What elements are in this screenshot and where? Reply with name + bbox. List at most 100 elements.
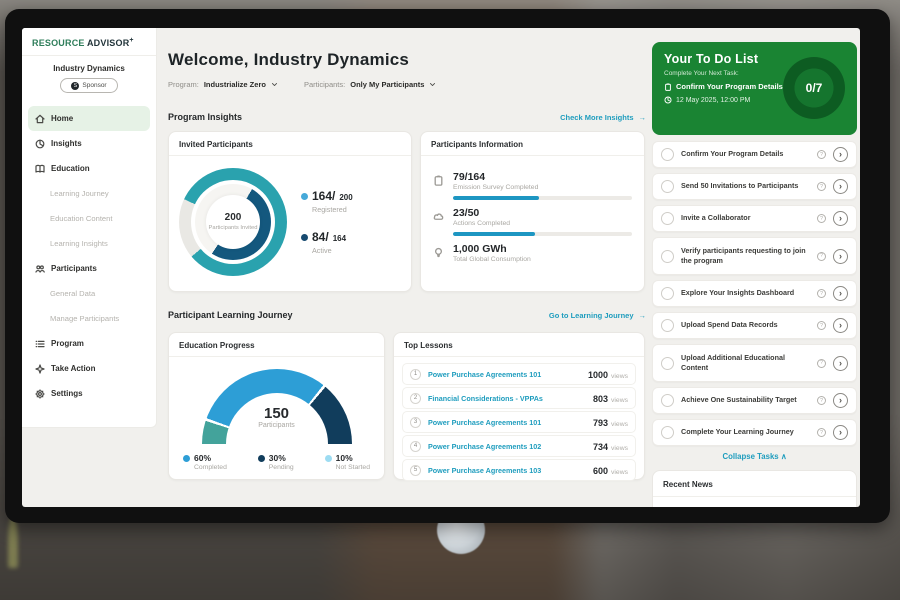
gauge-label: Participants <box>258 422 295 429</box>
stat-label: Actions Completed <box>453 220 511 227</box>
todo-item[interactable]: Achieve One Sustainability Target ? › <box>652 387 857 414</box>
section-title: Program Insights <box>168 112 243 122</box>
todo-item[interactable]: Send 50 Invitations to Participants ? › <box>652 173 857 200</box>
lesson-row: 3 Power Purchase Agreements 101 793 views <box>402 411 636 433</box>
chevron-right-button[interactable]: › <box>833 393 848 408</box>
collapse-tasks-link[interactable]: Collapse Tasks ∧ <box>652 452 857 461</box>
participants-select[interactable]: Participants: Only My Participants <box>304 80 436 89</box>
info-icon: ? <box>817 182 826 191</box>
sponsor-badge: S Sponsor <box>60 78 118 93</box>
todo-checkbox[interactable] <box>661 212 674 225</box>
chevron-right-button[interactable]: › <box>833 318 848 333</box>
sidebar-item-education[interactable]: Education <box>28 156 150 181</box>
sidebar-item-learning-journey[interactable]: Learning Journey <box>28 181 150 206</box>
todo-item[interactable]: Explore Your Insights Dashboard ? › <box>652 280 857 307</box>
legend-label: Active <box>312 246 332 255</box>
sidebar-item-label: General Data <box>50 289 96 298</box>
go-to-learning-journey-link[interactable]: Go to Learning Journey → <box>549 311 646 320</box>
sidebar-item-take-action[interactable]: Take Action <box>28 356 150 381</box>
todo-list: Confirm Your Program Details ? › Send 50… <box>652 141 857 446</box>
participants-select-label: Participants: <box>303 80 346 89</box>
donut-chart: 200 Participants Invited <box>179 168 287 276</box>
recent-news-card: Recent News <box>652 470 857 507</box>
todo-item-label: Upload Additional Educational Content <box>681 352 785 372</box>
check-more-insights-link[interactable]: Check More Insights → <box>560 113 646 122</box>
lesson-link[interactable]: Power Purchase Agreements 102 <box>428 441 542 451</box>
sidebar-nav: Home Insights Education Learning Journey <box>28 106 150 406</box>
sidebar-item-insights[interactable]: Insights <box>28 131 150 156</box>
link-label: Go to Learning Journey <box>548 310 634 320</box>
chevron-down-icon <box>271 83 277 86</box>
views-count: 1000 <box>587 370 608 380</box>
todo-checkbox[interactable] <box>661 356 674 370</box>
todo-item[interactable]: Confirm Your Program Details ? › <box>652 141 857 168</box>
link-label: Check More Insights <box>560 112 634 122</box>
legend-label: Pending <box>268 464 294 471</box>
gear-icon <box>35 388 45 399</box>
todo-item[interactable]: Upload Additional Educational Content ? … <box>652 344 857 382</box>
todo-checkbox[interactable] <box>661 287 674 300</box>
rank-badge: 2 <box>410 392 421 404</box>
todo-checkbox[interactable] <box>661 394 674 407</box>
sidebar-item-manage-participants[interactable]: Manage Participants <box>28 306 150 331</box>
todo-summary-card: Your To Do List Complete Your Next Task:… <box>652 42 857 135</box>
sidebar: RESOURCE ADVISOR+ Industry Dynamics S Sp… <box>22 28 157 428</box>
views-count: 600 <box>592 466 608 476</box>
participants-information-card: Participants Information 79/164 Emission… <box>420 131 645 292</box>
views-suffix: views <box>611 373 628 380</box>
legend-pct: 10% <box>335 453 353 463</box>
todo-next-task: Confirm Your Program Details <box>664 82 845 91</box>
program-select[interactable]: Program: Industrialize Zero <box>168 80 278 89</box>
invited-donut-chart: 200 Participants Invited 164/ 200 Regist… <box>169 156 411 288</box>
todo-item[interactable]: Upload Spend Data Records ? › <box>652 312 857 339</box>
info-icon: ? <box>817 358 826 368</box>
legend-pending: 30% Pending <box>257 453 294 471</box>
next-task-label: Confirm Your Program Details <box>676 82 783 91</box>
registered-dot <box>301 192 308 200</box>
todo-checkbox[interactable] <box>661 249 674 263</box>
todo-item-label: Confirm Your Program Details <box>681 149 784 159</box>
lesson-link[interactable]: Financial Considerations - VPPAs <box>428 393 543 403</box>
chevron-right-button[interactable]: › <box>833 147 848 162</box>
chevron-right-button[interactable]: › <box>833 425 848 440</box>
sidebar-item-general-data[interactable]: General Data <box>28 281 150 306</box>
sidebar-item-home[interactable]: Home <box>28 106 150 131</box>
sidebar-item-education-content[interactable]: Education Content <box>28 206 150 231</box>
chevron-right-button[interactable]: › <box>833 286 848 301</box>
logo-text-secondary: ADVISOR+ <box>86 37 134 48</box>
chevron-right-button[interactable]: › <box>833 179 848 194</box>
lightbulb-icon <box>434 247 443 258</box>
legend-active: 84/ 164 Active <box>301 230 353 255</box>
chevron-right-button[interactable]: › <box>833 355 848 371</box>
views-count: 803 <box>592 394 608 404</box>
todo-checkbox[interactable] <box>661 426 674 439</box>
completed-dot <box>183 455 190 462</box>
section-title: Participant Learning Journey <box>168 310 293 320</box>
lesson-link[interactable]: Power Purchase Agreements 101 <box>428 369 542 379</box>
chevron-right-button[interactable]: › <box>833 211 848 226</box>
todo-checkbox[interactable] <box>661 319 674 332</box>
lesson-row: 2 Financial Considerations - VPPAs 803 vi… <box>402 387 636 409</box>
sidebar-item-settings[interactable]: Settings <box>28 381 150 406</box>
todo-item[interactable]: Invite a Collaborator ? › <box>652 205 857 232</box>
datetime-label: 12 May 2025, 12:00 PM <box>676 96 751 104</box>
org-name: Industry Dynamics <box>53 64 125 73</box>
sidebar-item-learning-insights[interactable]: Learning Insights <box>28 231 150 256</box>
lesson-row: 1 Power Purchase Agreements 101 1000 view… <box>402 363 636 385</box>
todo-item-label: Invite a Collaborator <box>681 213 751 223</box>
sidebar-item-program[interactable]: Program <box>28 331 150 356</box>
lesson-link[interactable]: Power Purchase Agreements 103 <box>428 465 542 475</box>
legend-completed: 60% Completed <box>183 453 227 471</box>
legend-total: 200 <box>339 193 353 202</box>
todo-item-label: Upload Spend Data Records <box>681 320 778 330</box>
sidebar-item-label: Manage Participants <box>50 314 120 323</box>
todo-item[interactable]: Verify participants requesting to join t… <box>652 237 857 275</box>
sidebar-item-participants[interactable]: Participants <box>28 256 150 281</box>
sidebar-item-label: Take Action <box>51 364 96 373</box>
lesson-link[interactable]: Power Purchase Agreements 101 <box>428 417 542 427</box>
todo-checkbox[interactable] <box>661 148 674 161</box>
todo-item[interactable]: Complete Your Learning Journey ? › <box>652 419 857 446</box>
todo-checkbox[interactable] <box>661 180 674 193</box>
chevron-right-button[interactable]: › <box>833 248 848 264</box>
